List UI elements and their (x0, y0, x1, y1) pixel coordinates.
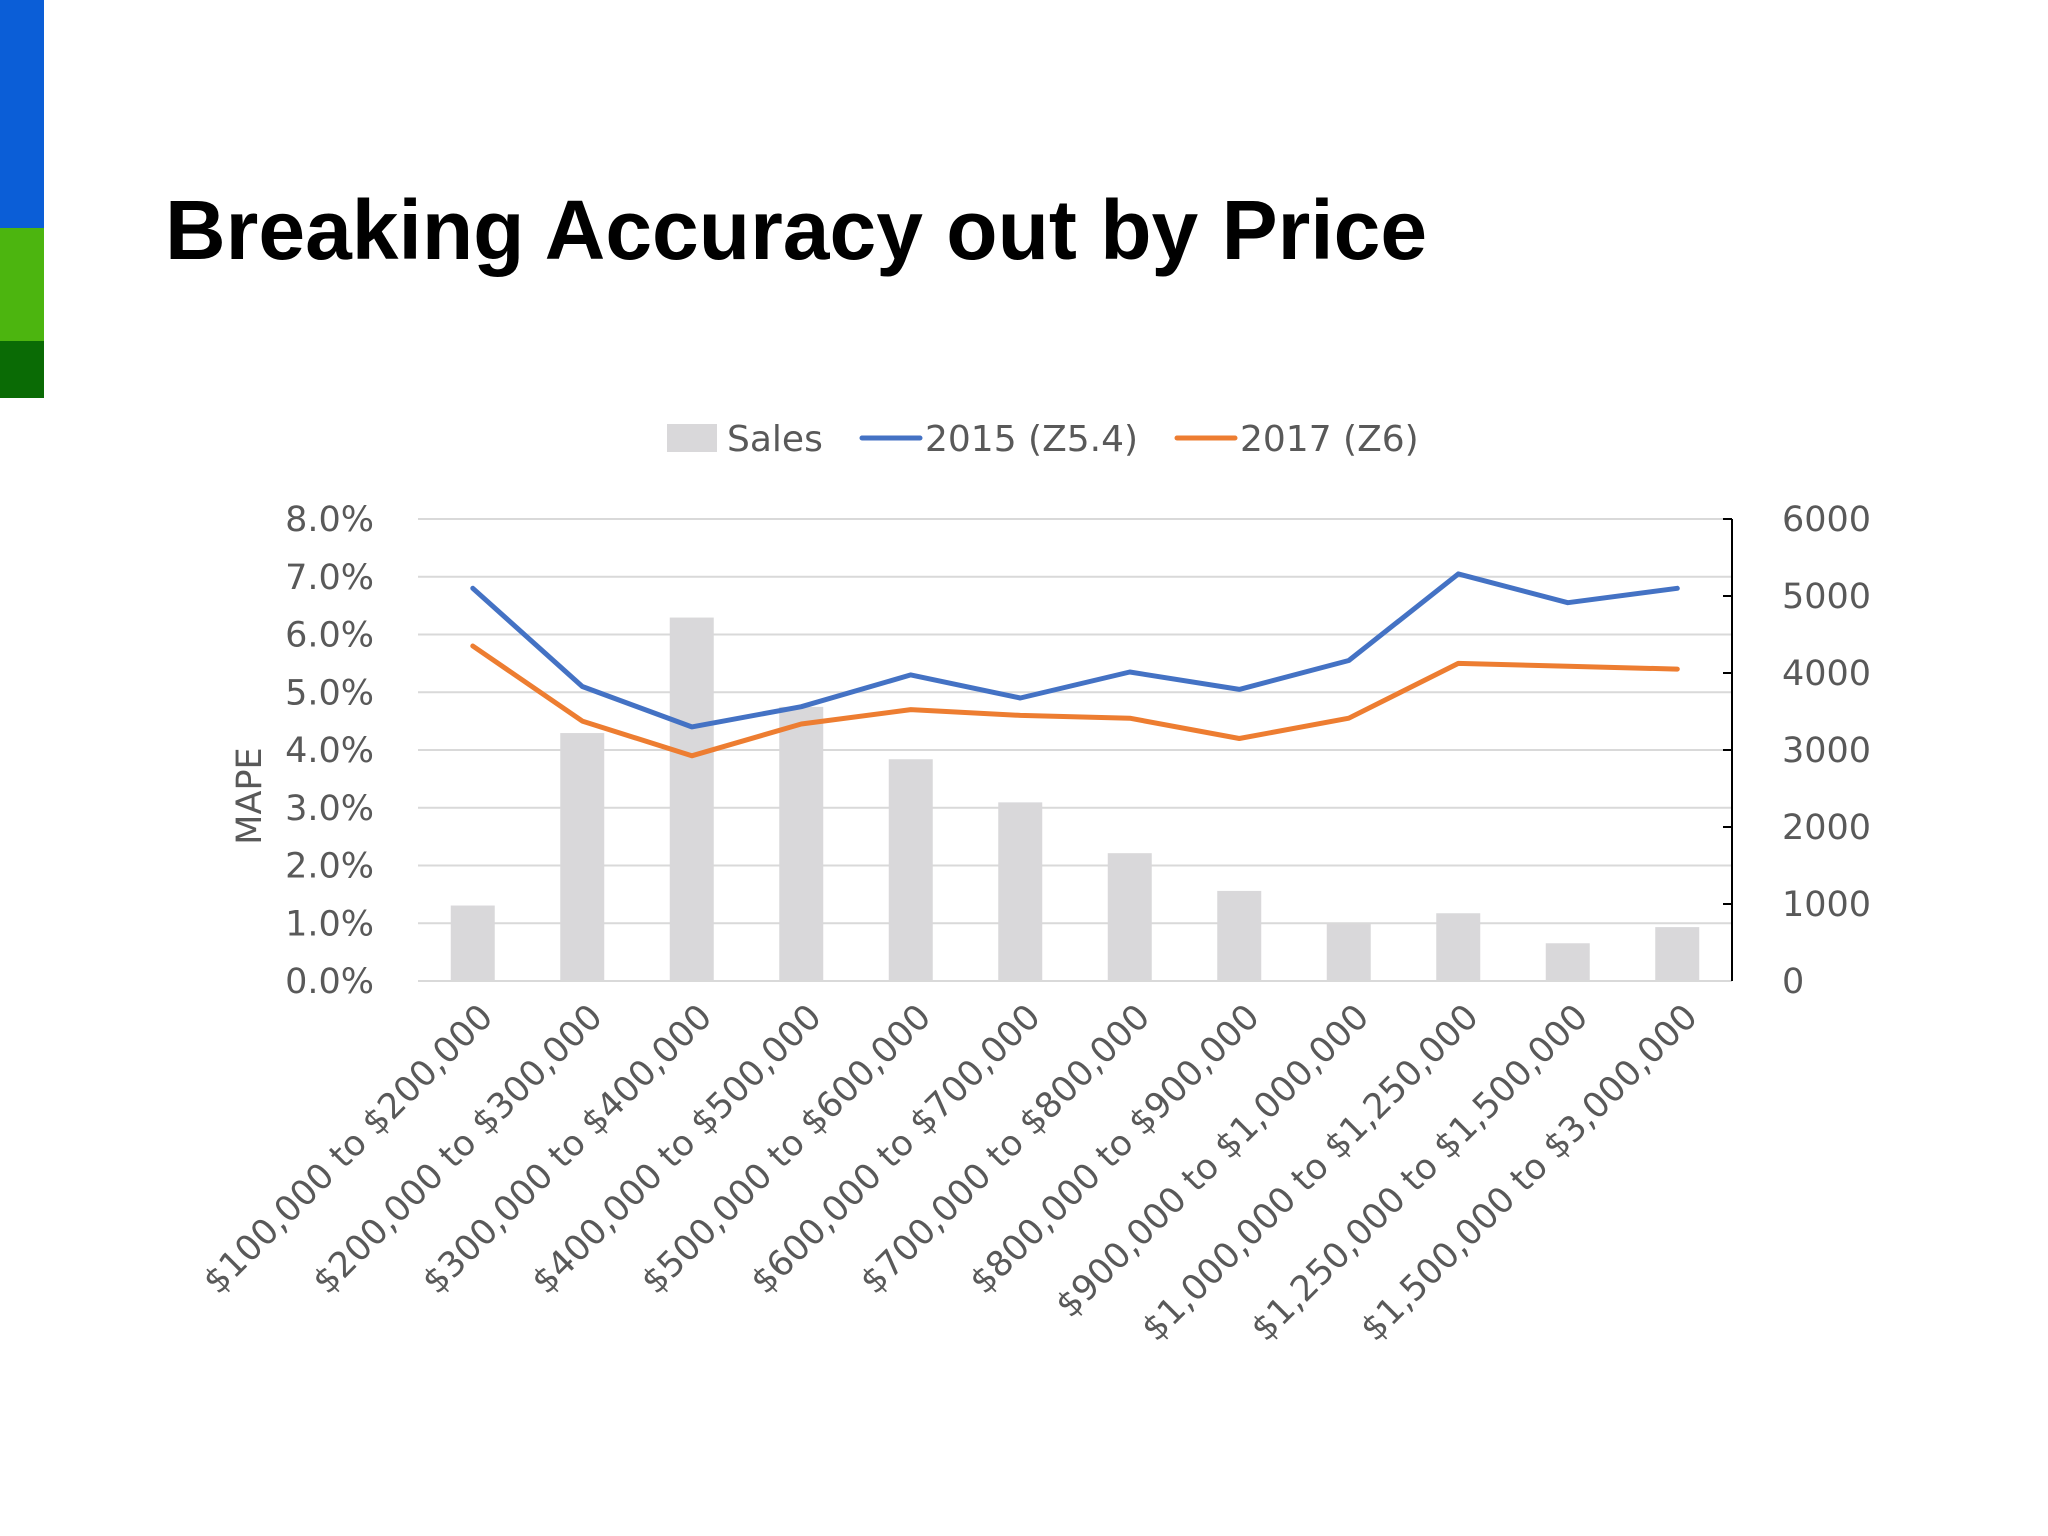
accent-bar-blue (0, 0, 44, 228)
series-line (470, 571, 1680, 730)
y-left-tick-label: 1.0% (285, 904, 374, 944)
y-right-tick-label: 5000 (1782, 577, 1871, 617)
sales-bar (1326, 924, 1371, 981)
y-right-tick-label: 3000 (1782, 731, 1871, 771)
accent-bar-dark-green (0, 341, 44, 398)
sales-bar (1545, 943, 1590, 981)
sales-bar (560, 733, 605, 981)
legend-label: 2017 (Z6) (1240, 419, 1419, 460)
y-right-tick-label: 1000 (1782, 885, 1871, 925)
sales-bar (1217, 890, 1262, 981)
sales-bar (888, 759, 933, 981)
y-left-tick-label: 6.0% (285, 616, 374, 656)
sales-bar (1655, 927, 1700, 981)
sales-bar (1436, 913, 1481, 981)
y-right-tick-label: 0 (1782, 962, 1804, 1002)
legend-swatch-sales (667, 424, 717, 452)
y-left-axis-title: MAPE (230, 747, 270, 844)
sales-bar (1107, 853, 1152, 981)
sales-bars (450, 617, 1700, 981)
sales-bar (779, 706, 824, 981)
chart-legend: Sales 2015 (Z5.4) 2017 (Z6) (667, 419, 1419, 460)
y-left-tick-label: 3.0% (285, 789, 374, 829)
y-right-tick-label: 2000 (1782, 808, 1871, 848)
accent-bar-green (0, 228, 44, 341)
series-line (470, 643, 1680, 759)
gridlines (418, 518, 1732, 925)
y-left-tick-label: 7.0% (285, 558, 374, 598)
sales-bar (450, 905, 495, 981)
y-left-tick-label: 4.0% (285, 731, 374, 771)
y-right-tick-label: 4000 (1782, 654, 1871, 694)
mape-lines (470, 571, 1680, 759)
y-right-tick-label: 6000 (1782, 500, 1871, 540)
y-left-tick-label: 5.0% (285, 673, 374, 713)
axes (418, 518, 1733, 982)
slide-title: Breaking Accuracy out by Price (165, 183, 1428, 277)
sales-bar (669, 617, 714, 981)
legend-label: Sales (727, 419, 823, 460)
axis-labels: 0.0% 1.0% 2.0% 3.0% 4.0% 5.0% 6.0% 7.0% 8.0% 0 100… (196, 500, 1871, 1349)
y-left-tick-label: 2.0% (285, 847, 374, 887)
legend-label: 2015 (Z5.4) (925, 419, 1138, 460)
y-left-tick-label: 8.0% (285, 500, 374, 540)
y-left-tick-label: 0.0% (285, 962, 374, 1002)
sales-bar (998, 802, 1043, 981)
